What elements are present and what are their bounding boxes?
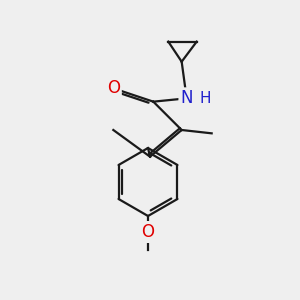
Text: H: H	[200, 91, 211, 106]
Text: O: O	[142, 223, 154, 241]
Text: N: N	[180, 89, 193, 107]
Text: O: O	[107, 79, 120, 97]
